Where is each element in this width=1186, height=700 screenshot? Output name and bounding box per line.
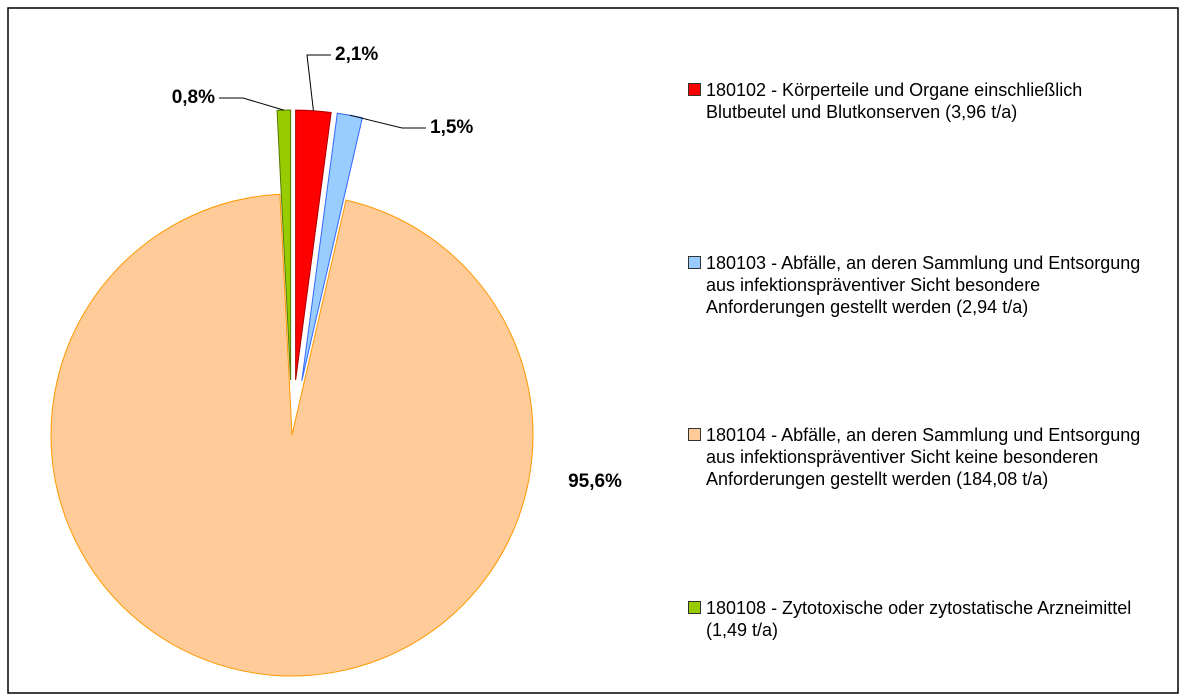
legend-label: 180102 - Körperteile und Organe einschli… [706,80,1083,122]
leader-line [219,97,284,111]
legend-label: 180103 - Abfälle, an deren Sammlung und … [706,253,1141,317]
legend-swatch [688,601,701,614]
leader-line [306,54,331,111]
legend-swatch [688,83,701,96]
pie-slice [50,193,534,677]
legend-label: 180104 - Abfälle, an deren Sammlung und … [706,425,1141,489]
value-label: 0,8% [172,87,215,108]
value-label: 95,6% [568,471,622,492]
pie-slice [276,109,292,381]
legend-label: 180108 - Zytotoxische oder zytostatische… [706,598,1132,640]
value-label: 2,1% [335,44,378,65]
legend-swatch [688,256,701,269]
pie-slice [295,109,332,381]
legend-swatch [688,428,701,441]
value-label: 1,5% [430,117,473,138]
leader-line [349,114,426,129]
